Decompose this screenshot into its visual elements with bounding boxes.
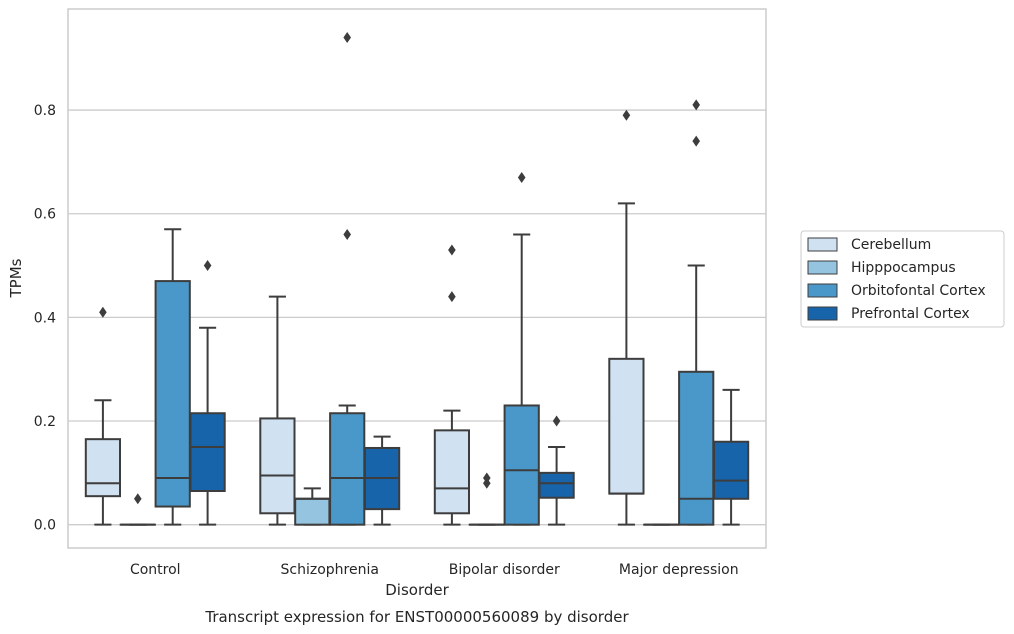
box-body [608,357,645,495]
outlier-point [448,291,456,303]
y-tick-labels: 0.0 0.2 0.4 0.6 0.8 [34,103,56,534]
box-orbitofontal-cortex [678,99,715,526]
box-hipppocampus [119,493,156,526]
box-orbitofontal-cortex [329,32,366,526]
outlier-point [517,171,526,183]
x-tick-labels: Control Schizophrenia Bipolar disorder Majo… [130,562,739,578]
legend-swatch [807,237,838,252]
outlier-point [343,228,351,240]
outlier-point [134,493,142,505]
box-prefrontal-cortex [712,388,750,526]
boxes [84,32,750,526]
box-body [538,471,575,499]
outlier-point [99,306,107,318]
outlier-point [483,472,491,484]
box-cerebellum [433,244,471,526]
y-tick-label: 0.2 [34,414,56,430]
box-body [712,440,750,500]
box-orbitofontal-cortex [154,228,191,526]
y-tick-label: 0.6 [34,207,56,223]
y-tick-label: 0.0 [34,518,56,534]
legend-items: Cerebellum Hipppocampus Orbitofontal Corte… [807,237,986,322]
outlier-point [692,135,700,147]
box-body [329,412,366,526]
legend-label: Hipppocampus [851,260,956,276]
box-body [189,412,226,492]
x-tick-label: Control [130,562,181,578]
y-tick-label: 0.8 [34,103,56,119]
box-prefrontal-cortex [538,415,575,526]
x-tick-label: Major depression [619,562,739,578]
box-cerebellum [84,306,122,526]
legend-label: Cerebellum [851,237,931,253]
box-body [154,280,191,508]
box-cerebellum [259,295,296,526]
x-tick-label: Schizophrenia [281,562,379,578]
y-axis-title: TPMs [7,258,25,298]
legend-swatch [807,306,838,321]
box-prefrontal-cortex [189,260,226,526]
x-tick-label: Bipolar disorder [449,562,560,578]
legend-swatch [807,260,838,275]
outlier-point [343,32,351,44]
outlier-point [203,260,212,272]
box-body [503,404,540,526]
legend-label: Prefrontal Cortex [851,306,970,322]
legend: Cerebellum Hipppocampus Orbitofontal Corte… [800,230,1005,328]
outlier-point [552,415,561,427]
outlier-point [448,244,456,256]
outlier-point [622,109,631,121]
y-tick-label: 0.4 [34,310,56,326]
box-body [259,417,296,515]
box-orbitofontal-cortex [503,171,540,526]
box-body [84,438,122,498]
legend-label: Orbitofontal Cortex [851,283,986,299]
box-body [433,429,471,515]
chart-caption: Transcript expression for ENST0000056008… [204,608,629,626]
box-cerebellum [608,109,645,526]
x-axis-title: Disorder [385,581,449,599]
box-hipppocampus [294,487,331,526]
box-body [678,370,715,526]
box-prefrontal-cortex [363,435,401,526]
legend-swatch [807,283,838,298]
box-body [294,497,331,526]
outlier-point [692,99,700,111]
plot-area-frame [67,8,767,549]
legend-frame [800,230,1005,328]
